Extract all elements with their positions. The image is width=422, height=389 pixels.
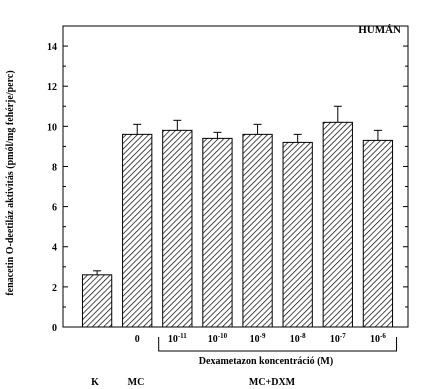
- bar: [163, 130, 192, 327]
- y-tick-labels: 0 2 4 6 8 10 12 14: [47, 42, 57, 334]
- bar: [363, 140, 392, 327]
- x-tick-label: 10-9: [250, 332, 266, 345]
- y-tick-label: 10: [47, 122, 57, 133]
- y-axis-label: fenacetin O-deetiláz aktivitás (pmól/mg …: [5, 70, 16, 295]
- x-tick-labels: 0 10-11 10-10 10-9 10-8 10-7 10-6: [135, 332, 387, 345]
- bar: [283, 142, 312, 327]
- y-tick-label: 8: [52, 162, 57, 173]
- group-label-mc: MC: [128, 377, 145, 388]
- x-tick-label: 10-7: [330, 332, 346, 345]
- bar: [323, 122, 352, 327]
- axes: [63, 26, 408, 327]
- y-tick-label: 4: [52, 243, 57, 254]
- concentration-bracket: [159, 337, 397, 351]
- x-tick-label: 10-10: [208, 332, 228, 345]
- bar: [82, 275, 111, 327]
- y-tick-label: 12: [47, 82, 57, 93]
- bar: [243, 134, 272, 327]
- group-label-mc-dxm: MC+DXM: [249, 377, 296, 388]
- y-tick-label: 2: [52, 283, 57, 294]
- bar: [123, 134, 152, 327]
- group-label-k: K: [91, 377, 99, 388]
- bracket-line: [159, 337, 397, 351]
- x-tick-label: 10-8: [290, 332, 306, 345]
- plot-frame: [63, 26, 408, 327]
- x-tick-label: 0: [135, 334, 140, 345]
- x-axis-label: Dexametazon koncentráció (M): [199, 356, 333, 367]
- x-tick-label: 10-6: [370, 332, 386, 345]
- x-tick-label: 10-11: [168, 332, 187, 345]
- y-tick-label: 6: [52, 203, 57, 214]
- y-tick-label: 14: [47, 42, 57, 53]
- y-tick-label: 0: [52, 323, 57, 334]
- bar: [203, 138, 232, 327]
- bars: [82, 122, 392, 327]
